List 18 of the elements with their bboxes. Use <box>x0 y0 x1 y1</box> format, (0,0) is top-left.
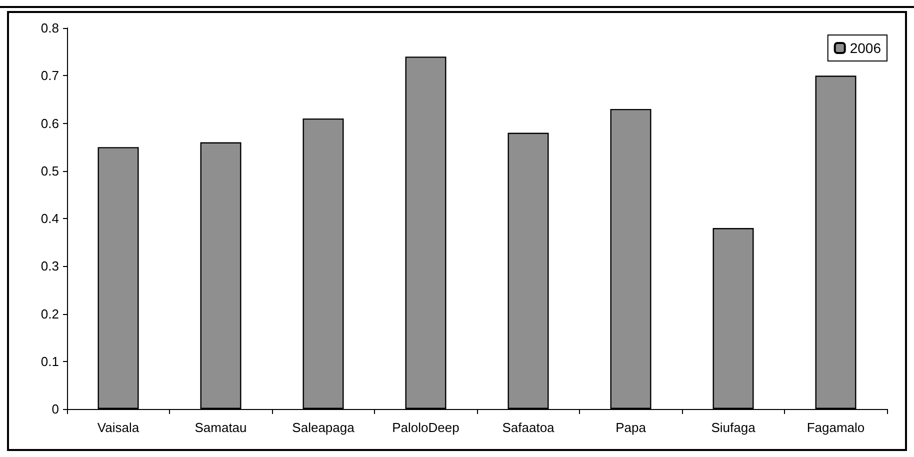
y-tick-label: 0.3 <box>40 258 59 274</box>
x-tick-label: Siufaga <box>711 420 756 435</box>
legend-label: 2006 <box>850 40 882 56</box>
x-tick-label: Safaatoa <box>502 420 556 435</box>
x-tick-label: Saleapaga <box>292 420 356 435</box>
x-tick-label: Vaisala <box>97 420 140 435</box>
y-tick-label: 0.7 <box>40 68 59 84</box>
y-tick-label: 0.6 <box>40 116 59 131</box>
y-tick-label: 0.2 <box>40 306 59 322</box>
x-tick-label: Fagamalo <box>806 420 865 435</box>
y-tick-label: 0 <box>52 402 59 416</box>
x-tick-label: Samatau <box>194 420 247 435</box>
y-tick-label: 0.5 <box>40 163 59 178</box>
x-tick-label: Papa <box>616 420 647 435</box>
y-tick-label: 0.8 <box>40 20 59 36</box>
y-tick-label: 0.4 <box>40 211 59 226</box>
y-tick-label: 0.1 <box>40 354 59 369</box>
x-tick-label: PaloloDeep <box>392 420 460 435</box>
